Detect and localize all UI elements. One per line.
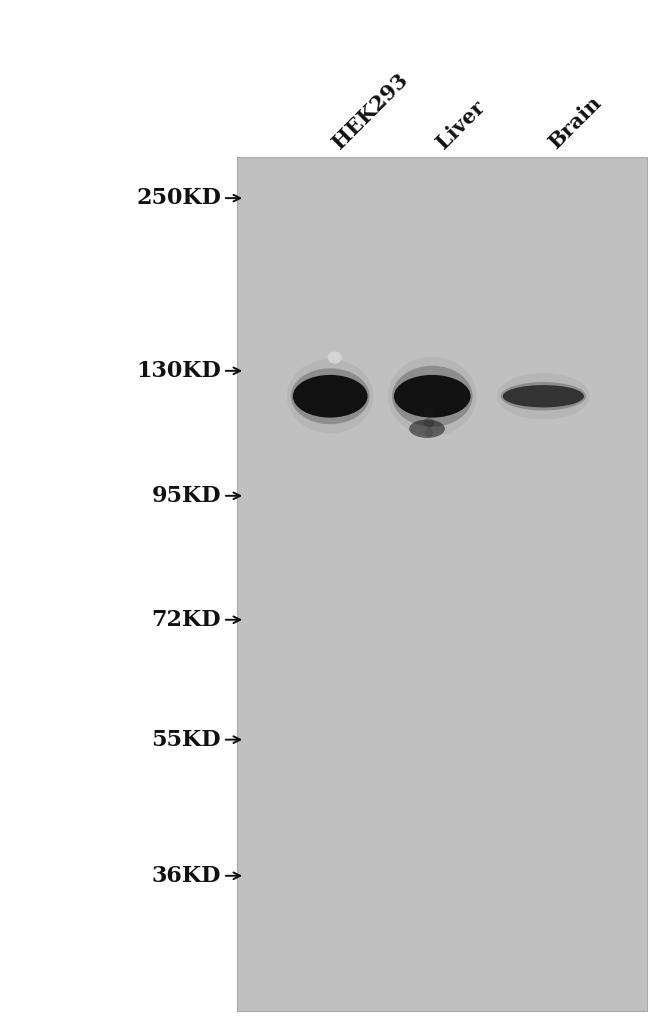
Text: 36KD: 36KD [151,865,221,887]
Ellipse shape [392,366,473,427]
Ellipse shape [292,375,368,418]
Ellipse shape [424,418,434,428]
Ellipse shape [410,420,445,438]
Text: HEK293: HEK293 [328,69,411,152]
Ellipse shape [500,382,586,410]
Ellipse shape [287,360,373,433]
Text: Brain: Brain [545,92,605,152]
Ellipse shape [503,385,584,407]
Ellipse shape [425,428,433,438]
Text: 55KD: 55KD [151,728,221,751]
Text: 130KD: 130KD [136,360,221,382]
Ellipse shape [291,368,369,425]
Ellipse shape [388,357,476,436]
Ellipse shape [394,375,471,418]
Ellipse shape [497,373,590,420]
Text: 72KD: 72KD [151,609,221,631]
Text: 95KD: 95KD [151,485,221,507]
Ellipse shape [422,407,436,418]
Ellipse shape [328,352,342,364]
Bar [237,157,647,1011]
Text: Liver: Liver [432,97,488,152]
Text: 250KD: 250KD [136,187,221,209]
